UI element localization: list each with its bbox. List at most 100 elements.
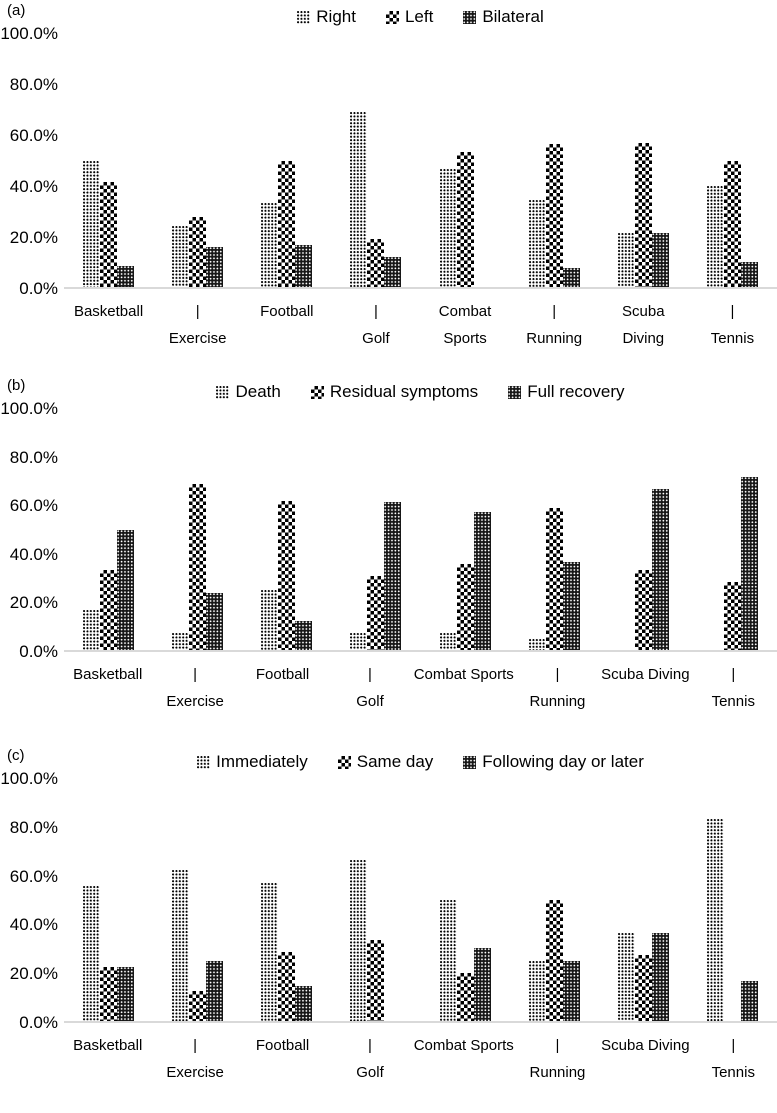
bar-slot <box>545 409 563 650</box>
y-tick-label: 100.0% <box>0 24 58 43</box>
legend-label: Following day or later <box>482 752 644 771</box>
legend-label: Immediately <box>216 752 308 771</box>
bar-slot <box>100 779 118 1021</box>
x-label-row1: Scuba <box>622 303 665 320</box>
legend-swatch-following-day-or-later-icon <box>463 755 477 769</box>
panel-letter-a: (a) <box>7 2 26 19</box>
panel-letter-c: (c) <box>7 747 25 764</box>
x-label-row2 <box>414 1059 514 1086</box>
x-label-football: Football <box>239 661 326 715</box>
bar-group-scuba-diving <box>599 409 688 650</box>
bar-slot <box>562 34 580 287</box>
bar-basketball-same-day <box>100 967 118 1021</box>
bar-slot <box>261 779 279 1021</box>
bar-slot <box>350 34 368 287</box>
bar-tennis-right <box>706 185 724 287</box>
bar-slot <box>528 34 546 287</box>
bar-exercise-following-day-or-later <box>206 960 224 1021</box>
bar-scuba-diving-same-day <box>634 954 652 1021</box>
bar-slot <box>562 779 580 1021</box>
x-label-row2: Tennis <box>711 693 755 710</box>
legend: Immediately Same day Following day or late… <box>0 745 777 777</box>
bar-slot <box>545 779 563 1021</box>
bar-football-immediately <box>261 882 279 1021</box>
bar-slot <box>651 409 669 650</box>
bar-running-right <box>528 199 546 287</box>
bar-slot <box>100 409 118 650</box>
bar-slot <box>83 34 101 287</box>
x-axis: Basketball | Exercise Football | Golf Combat Sp… <box>64 298 777 352</box>
y-tick-label: 40.0% <box>9 915 58 935</box>
bar-running-left <box>545 144 563 287</box>
y-tick-label: 20.0% <box>9 964 58 984</box>
bar-slot <box>439 409 457 650</box>
bar-slot <box>367 34 385 287</box>
plot-area <box>64 779 777 1023</box>
x-label-row1: | <box>731 666 736 683</box>
x-label-row1: | <box>368 1037 372 1054</box>
x-label-row1: | <box>555 666 560 683</box>
bar-slot <box>206 779 224 1021</box>
bar-slot <box>473 409 491 650</box>
bar-slot <box>706 779 724 1021</box>
bar-slot <box>295 779 313 1021</box>
x-label-golf: | Golf <box>326 661 413 715</box>
bar-group-basketball <box>64 779 153 1021</box>
bar-slot <box>617 779 635 1021</box>
bar-group-football <box>242 779 331 1021</box>
bar-exercise-left <box>189 217 207 287</box>
x-label-row2: Golf <box>362 330 390 347</box>
bar-scuba-diving-full-recovery <box>651 489 669 650</box>
bar-slot <box>206 34 224 287</box>
x-label-row1: | <box>731 1037 736 1054</box>
y-tick-label: 100.0% <box>0 399 58 418</box>
x-label-row2: Golf <box>356 1064 384 1081</box>
bar-golf-immediately <box>350 859 368 1021</box>
y-tick-label: 80.0% <box>9 817 58 837</box>
x-label-row1: Basketball <box>73 303 144 320</box>
x-label-row2: Exercise <box>168 330 227 347</box>
legend-swatch-death-icon <box>216 385 230 399</box>
legend-item-left: Left <box>385 7 433 27</box>
bar-slot <box>350 779 368 1021</box>
legend-item-residual-symptoms: Residual symptoms <box>310 382 478 402</box>
panel-b: (b) Death Residual symptoms Full recovery … <box>0 375 777 745</box>
bar-slot <box>367 779 385 1021</box>
x-label-basketball: Basketball <box>64 1032 151 1086</box>
y-tick-label: 60.0% <box>9 866 58 886</box>
chart-body: 100.0% 80.0% 60.0% 40.0% 20.0% 0.0% <box>0 399 777 661</box>
y-tick-label: 40.0% <box>9 544 58 564</box>
legend-label: Same day <box>356 752 434 771</box>
x-label-row2: Exercise <box>166 693 224 710</box>
bar-group-running <box>510 34 599 287</box>
bar-golf-full-recovery <box>384 501 402 650</box>
x-label-row2 <box>64 325 153 352</box>
bar-slot <box>439 34 457 287</box>
bar-running-following-day-or-later <box>562 960 580 1021</box>
bar-slot <box>384 409 402 650</box>
x-label-row2 <box>242 325 331 352</box>
bar-exercise-bilateral <box>206 246 224 287</box>
x-label-row2 <box>239 1059 326 1086</box>
bar-football-following-day-or-later <box>295 986 313 1021</box>
x-label-golf: | Golf <box>326 1032 413 1086</box>
bar-slot <box>473 779 491 1021</box>
bar-scuba-diving-bilateral <box>651 232 669 287</box>
x-label-row2: Diving <box>622 330 665 347</box>
legend-label: Bilateral <box>482 7 544 26</box>
x-label-scuba-diving: Scuba Diving <box>599 298 688 352</box>
x-label-exercise: | Exercise <box>153 298 242 352</box>
bar-football-same-day <box>278 951 296 1021</box>
bar-group-combat-sports <box>421 34 510 287</box>
x-label-row1: Combat <box>438 303 492 320</box>
bar-slot <box>456 779 474 1021</box>
bar-group-exercise <box>153 34 242 287</box>
bar-slot <box>83 779 101 1021</box>
x-label-row1: | <box>195 303 200 320</box>
bar-combat-sports-residual-symptoms <box>456 563 474 650</box>
bar-tennis-left <box>723 160 741 287</box>
bar-slot <box>189 34 207 287</box>
bar-slot <box>634 779 652 1021</box>
bar-running-same-day <box>545 900 563 1021</box>
